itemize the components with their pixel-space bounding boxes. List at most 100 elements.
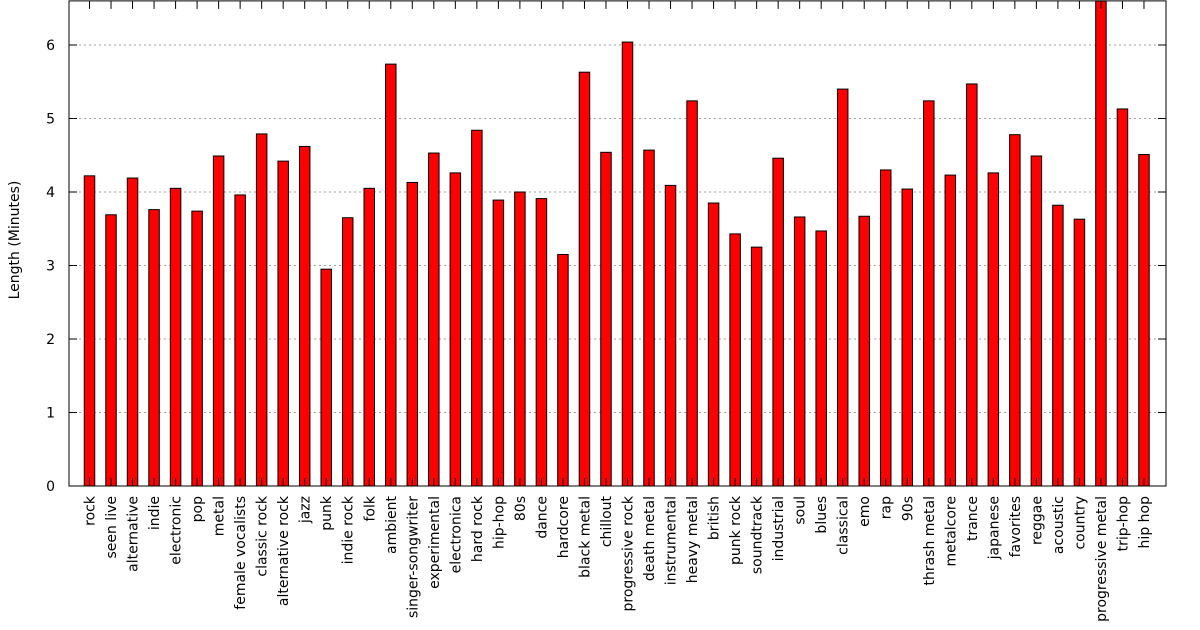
x-tick-label: soundtrack bbox=[750, 495, 766, 574]
x-tick-label: heavy metal bbox=[685, 496, 701, 583]
plot-frame bbox=[68, 0, 1167, 487]
x-tick-label: country bbox=[1072, 496, 1088, 550]
bar-10 bbox=[298, 145, 311, 487]
bar-15 bbox=[406, 181, 419, 487]
plot-border bbox=[68, 0, 1167, 487]
x-tick-label: metalcore bbox=[943, 496, 959, 567]
bar-27 bbox=[664, 184, 677, 487]
x-tick-label: punk bbox=[319, 495, 335, 531]
y-tick-label: 0 bbox=[46, 479, 55, 495]
bar-2 bbox=[126, 177, 139, 487]
bar-16 bbox=[428, 152, 440, 487]
bar-41 bbox=[966, 83, 978, 487]
bar-39 bbox=[923, 100, 935, 487]
x-tick-label: classic rock bbox=[255, 495, 271, 577]
bar-44 bbox=[1030, 155, 1043, 487]
bar-34 bbox=[815, 230, 827, 487]
x-tick-label: emo bbox=[857, 496, 873, 527]
bar-42 bbox=[987, 172, 1000, 487]
x-tick-label: trip-hop bbox=[1115, 496, 1131, 552]
bar-11 bbox=[320, 268, 332, 487]
grid-lines bbox=[69, 44, 1166, 413]
bar-47 bbox=[1095, 0, 1107, 487]
y-tick-label: 6 bbox=[46, 38, 55, 54]
x-tick-label: electronic bbox=[169, 496, 185, 565]
bar-25 bbox=[621, 41, 634, 487]
bar-32 bbox=[772, 157, 784, 487]
bar-8 bbox=[255, 133, 268, 487]
bar-48 bbox=[1116, 108, 1129, 487]
x-tick-label: indie bbox=[147, 496, 163, 530]
bar-14 bbox=[385, 63, 397, 487]
bar-7 bbox=[234, 194, 246, 487]
x-tick-label: blues bbox=[814, 496, 830, 534]
bar-24 bbox=[600, 151, 612, 487]
x-tick-label: soul bbox=[793, 496, 809, 525]
bar-13 bbox=[363, 187, 376, 487]
y-axis-label: Length (Minutes) bbox=[7, 181, 23, 300]
x-tick-label: hip hop bbox=[1137, 496, 1153, 549]
x-tick-label: death metal bbox=[642, 496, 658, 581]
bar-21 bbox=[535, 198, 548, 487]
bar-37 bbox=[879, 169, 892, 487]
x-tick-label: singer-songwriter bbox=[405, 496, 421, 618]
bar-36 bbox=[858, 215, 870, 487]
x-tick-label: experimental bbox=[427, 496, 443, 589]
bar-5 bbox=[191, 210, 203, 487]
x-tick-label: classical bbox=[836, 496, 852, 555]
x-tick-label: alternative rock bbox=[276, 495, 292, 606]
x-tick-label: industrial bbox=[771, 496, 787, 561]
x-tick-label: progressive rock bbox=[621, 495, 637, 611]
bar-26 bbox=[643, 149, 655, 487]
bar-17 bbox=[449, 172, 462, 487]
bar-38 bbox=[901, 188, 914, 487]
bar-9 bbox=[277, 160, 289, 487]
x-tick-label: rap bbox=[879, 496, 895, 519]
bar-6 bbox=[212, 155, 225, 487]
bar-31 bbox=[750, 246, 763, 487]
x-tick-label: chillout bbox=[599, 495, 615, 547]
x-tick-label: reggae bbox=[1029, 496, 1045, 545]
x-tick-label: punk rock bbox=[728, 495, 744, 565]
x-axis-ticks: rock seen live alternative indie electronic p… bbox=[83, 0, 1153, 622]
x-tick-label: progressive metal bbox=[1094, 496, 1110, 622]
bar-46 bbox=[1073, 218, 1086, 487]
x-tick-label: hardcore bbox=[556, 496, 572, 558]
x-tick-label: indie rock bbox=[341, 495, 357, 564]
bar-30 bbox=[729, 233, 741, 487]
x-tick-label: metal bbox=[212, 496, 228, 536]
x-tick-label: seen live bbox=[104, 496, 120, 559]
x-tick-label: instrumental bbox=[664, 496, 680, 585]
bar-0 bbox=[83, 175, 96, 487]
x-tick-label: dance bbox=[534, 496, 550, 539]
x-tick-label: 80s bbox=[513, 496, 529, 521]
x-tick-label: ambient bbox=[384, 495, 400, 553]
x-tick-label: electronica bbox=[448, 496, 464, 573]
y-axis-ticks: 0 1 2 3 4 5 6 bbox=[46, 38, 1166, 495]
x-tick-label: british bbox=[707, 496, 723, 540]
x-tick-label: black metal bbox=[577, 496, 593, 578]
bar-22 bbox=[557, 253, 569, 487]
bar-43 bbox=[1009, 134, 1021, 487]
bar-33 bbox=[793, 216, 806, 487]
bar-20 bbox=[514, 191, 526, 487]
bar-19 bbox=[492, 199, 505, 487]
x-tick-label: hip-hop bbox=[491, 496, 507, 549]
x-tick-label: thrash metal bbox=[922, 496, 938, 586]
x-tick-label: acoustic bbox=[1051, 496, 1067, 554]
x-tick-label: rock bbox=[83, 495, 99, 526]
y-tick-label: 5 bbox=[46, 112, 55, 128]
bar-35 bbox=[836, 88, 849, 487]
bar-40 bbox=[944, 174, 957, 487]
x-tick-label: jazz bbox=[298, 496, 314, 524]
bar-28 bbox=[686, 100, 698, 487]
x-tick-label: japanese bbox=[986, 496, 1002, 560]
bar-45 bbox=[1052, 204, 1064, 487]
y-tick-label: 3 bbox=[46, 259, 55, 275]
bar-18 bbox=[471, 129, 483, 487]
bar-4 bbox=[169, 187, 182, 487]
x-tick-label: female vocalists bbox=[233, 496, 249, 610]
y-tick-label: 4 bbox=[46, 185, 55, 201]
x-tick-label: favorites bbox=[1008, 496, 1024, 557]
